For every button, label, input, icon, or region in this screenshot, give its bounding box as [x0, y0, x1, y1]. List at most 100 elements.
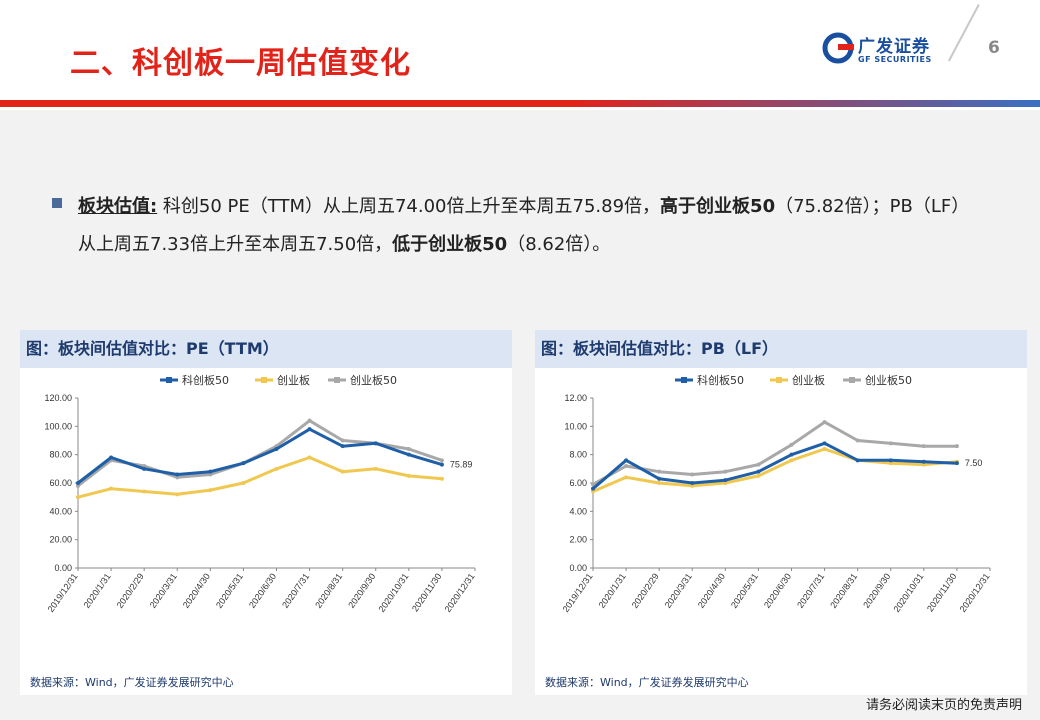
series-point — [723, 469, 728, 474]
y-tick-label: 20.00 — [49, 535, 72, 545]
series-point — [76, 483, 80, 488]
series-point — [208, 472, 213, 477]
series-point — [439, 458, 444, 463]
series-point — [109, 455, 114, 460]
end-value-label: 75.89 — [450, 460, 473, 470]
header-bar — [0, 100, 1040, 107]
summary-bold-2: 低于创业板50 — [392, 234, 508, 255]
series-point — [888, 441, 893, 446]
summary-text-3: （8.62倍）。 — [507, 234, 611, 255]
gf-logo-icon — [822, 32, 854, 64]
legend-label: 科创板50 — [697, 373, 744, 387]
legend-marker — [166, 377, 172, 383]
x-tick-label: 2020/5/31 — [729, 571, 760, 610]
x-tick-label: 2019/12/31 — [561, 571, 595, 614]
series-point — [241, 481, 246, 485]
series-point — [175, 472, 180, 477]
x-tick-label: 2020/9/30 — [861, 571, 892, 610]
series-point — [921, 444, 926, 449]
x-tick-label: 2020/2/29 — [115, 571, 146, 610]
y-tick-label: 0.00 — [54, 563, 72, 573]
series-point — [76, 481, 80, 485]
series-point — [822, 420, 827, 425]
legend-label: 科创板50 — [182, 373, 229, 387]
y-tick-label: 2.00 — [569, 535, 587, 545]
series-point — [756, 473, 761, 478]
series-point — [307, 427, 312, 432]
series-line — [592, 447, 958, 493]
legend-label: 创业板50 — [865, 373, 912, 387]
series-point — [439, 476, 444, 481]
series-point — [624, 464, 629, 468]
series-point — [855, 438, 860, 443]
series-point — [109, 486, 114, 491]
x-tick-label: 2020/7/31 — [280, 571, 311, 610]
series-point — [789, 458, 794, 463]
x-tick-label: 2020/12/31 — [443, 571, 477, 614]
y-tick-label: 0.00 — [569, 563, 587, 573]
page-title: 二、科创板一周估值变化 — [70, 46, 411, 81]
x-tick-label: 2020/12/31 — [958, 571, 992, 614]
series-point — [591, 489, 595, 494]
end-value-label: 7.50 — [965, 458, 983, 468]
y-tick-label: 12.00 — [564, 393, 587, 403]
summary-paragraph: 板块估值: 科创50 PE（TTM）从上周五74.00倍上升至本周五75.89倍… — [78, 188, 978, 264]
bullet-square — [52, 198, 62, 208]
x-tick-label: 2020/3/31 — [148, 571, 179, 610]
y-tick-label: 120.00 — [44, 393, 72, 403]
series-point — [307, 455, 312, 460]
series-point — [723, 481, 728, 485]
series-point — [888, 461, 893, 466]
series-point — [340, 469, 345, 474]
x-tick-label: 2020/3/31 — [663, 571, 694, 610]
series-point — [921, 459, 926, 464]
y-tick-label: 10.00 — [564, 421, 587, 431]
series-line — [592, 420, 957, 486]
summary-label: 板块估值: — [78, 196, 158, 217]
legend-label: 创业板 — [277, 373, 310, 387]
x-tick-label: 2019/12/31 — [46, 571, 80, 614]
pe-chart-panel: 图：板块间估值对比：PE（TTM） 0.00 20.00 40.00 60.00 80.… — [20, 330, 512, 695]
x-tick-label: 2020/8/31 — [313, 571, 344, 610]
series-point — [954, 461, 959, 466]
y-tick-label: 6.00 — [569, 478, 587, 488]
legend-marker — [849, 377, 855, 383]
x-tick-label: 2020/1/31 — [597, 571, 628, 610]
y-tick-label: 8.00 — [569, 450, 587, 460]
series-point — [142, 466, 147, 471]
pb-chart-title: 图：板块间估值对比：PB（LF） — [535, 330, 1027, 368]
disclaimer-text: 请务必阅读末页的免责声明 — [865, 698, 1022, 713]
pb-chart-source: 数据来源：Wind，广发证券发展研究中心 — [545, 676, 749, 689]
series-point — [690, 483, 695, 488]
pb-chart: 0.00 2.00 4.00 6.00 8.00 10.00 12.00 2019/12/31… — [561, 373, 992, 614]
series-line — [77, 456, 443, 499]
series-point — [657, 481, 662, 485]
x-tick-label: 2020/7/31 — [795, 571, 826, 610]
x-tick-label: 2020/11/30 — [410, 571, 444, 613]
series-point — [406, 447, 411, 451]
series-point — [822, 447, 827, 451]
series-point — [142, 489, 147, 494]
series-point — [921, 462, 926, 467]
y-tick-label: 40.00 — [49, 506, 72, 516]
series-point — [690, 481, 695, 485]
series-point — [657, 469, 662, 474]
series-point — [307, 418, 312, 423]
series-point — [591, 482, 595, 487]
series-point — [274, 466, 279, 471]
legend-marker — [261, 377, 267, 383]
legend-label: 创业板50 — [350, 373, 397, 387]
logo-cn-text: 广发证券 — [858, 37, 930, 57]
legend-marker — [681, 377, 687, 383]
x-tick-label: 2020/11/30 — [925, 571, 959, 613]
series-line — [592, 441, 957, 490]
series-line — [77, 427, 443, 485]
x-tick-label: 2020/8/31 — [828, 571, 859, 610]
series-point — [855, 458, 860, 463]
series-point — [76, 495, 80, 500]
series-point — [373, 441, 378, 446]
summary-text-2: （75.82倍）；PB（LF）从上周五7.33倍上升至本周五7.50倍， — [78, 196, 970, 255]
series-point — [406, 473, 411, 478]
series-point — [340, 444, 345, 449]
series-point — [340, 438, 345, 443]
